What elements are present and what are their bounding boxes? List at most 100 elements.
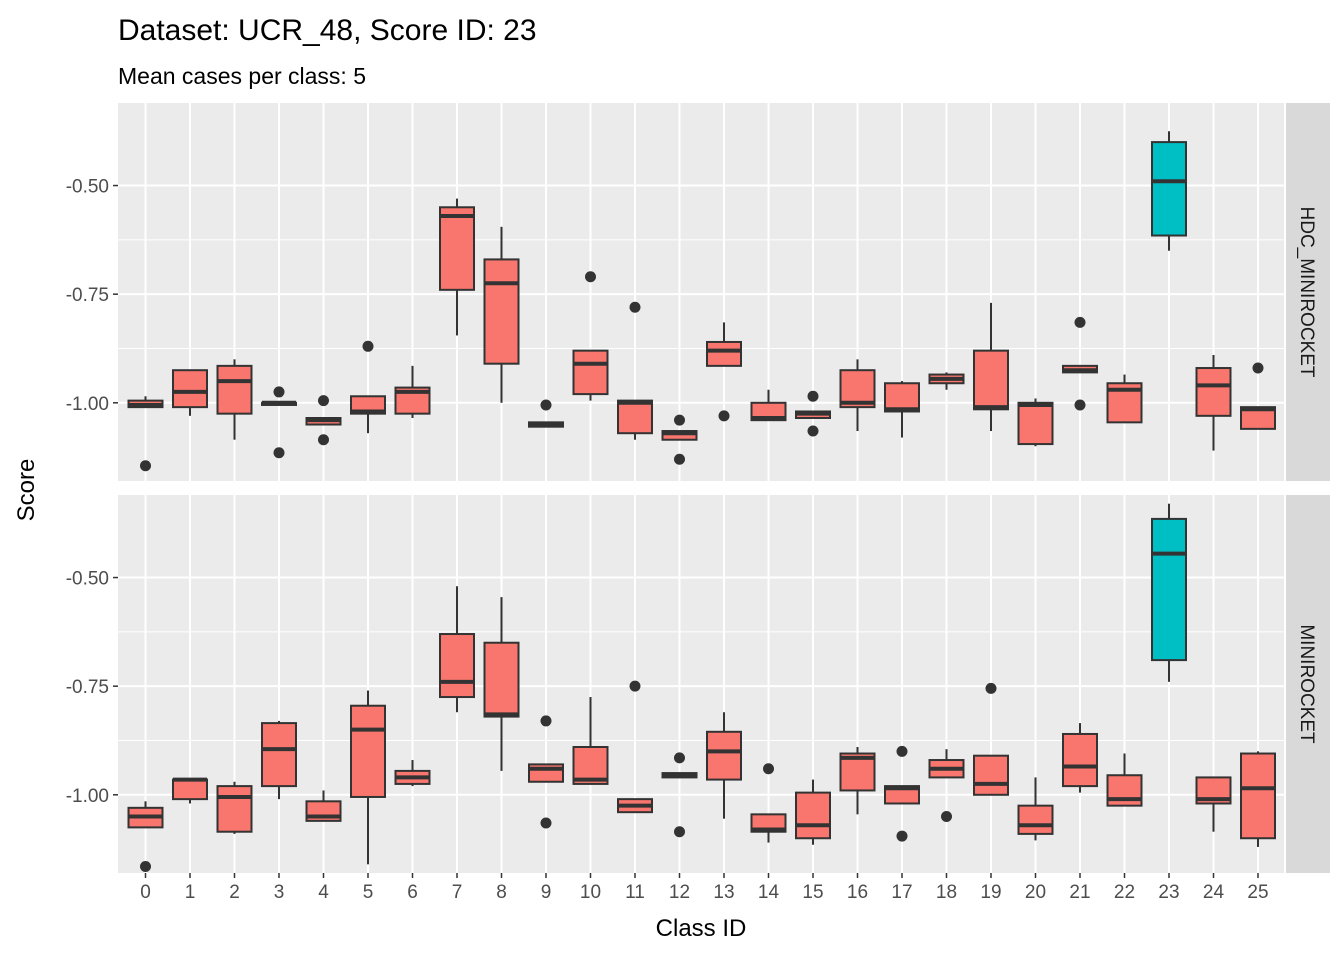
outlier-point — [674, 826, 685, 838]
outlier-point — [629, 680, 641, 692]
panel-background — [118, 495, 1284, 873]
box-class-25 — [1240, 751, 1276, 847]
box-class-21 — [1062, 316, 1098, 411]
outlier-point — [273, 386, 285, 398]
box-iqr — [483, 641, 520, 718]
box-class-6 — [394, 365, 431, 418]
box-class-16 — [839, 747, 876, 815]
box-class-13 — [706, 322, 742, 422]
box-class-9 — [528, 715, 564, 829]
box-class-14 — [750, 389, 787, 422]
outlier-point — [629, 301, 641, 313]
x-tick-label: 14 — [758, 882, 780, 903]
x-tick-label: 2 — [229, 882, 240, 903]
panel-background — [118, 103, 1284, 481]
x-tick-label: 4 — [318, 882, 329, 903]
box-iqr — [572, 349, 609, 396]
box-class-19 — [973, 302, 1009, 432]
x-tick-label: 3 — [274, 882, 285, 903]
box-class-0 — [127, 396, 164, 472]
facet-panels: -0.50-0.75-1.00HDC_MINIROCKET-0.50-0.75-… — [66, 103, 1330, 873]
box-iqr — [706, 340, 742, 367]
outlier-point — [896, 745, 908, 757]
box-iqr — [261, 722, 297, 788]
box-iqr — [216, 364, 253, 415]
box-iqr — [706, 730, 742, 781]
box-iqr — [1017, 401, 1054, 446]
facet-panel-minirocket: -0.50 -0.75 -1.00 MINIROCKET — [66, 495, 1330, 873]
chart-title: Dataset: UCR_48, Score ID: 23 — [118, 14, 537, 47]
box-class-1 — [172, 777, 208, 804]
box-class-0 — [127, 801, 164, 872]
box-class-5 — [350, 340, 386, 434]
x-tick-label: 0 — [140, 882, 151, 903]
y-tick-label: -0.75 — [66, 677, 109, 698]
box-class-25 — [1240, 362, 1276, 430]
box-iqr — [1240, 406, 1276, 430]
outlier-point — [674, 752, 685, 764]
box-iqr — [1017, 804, 1054, 835]
box-iqr — [439, 633, 475, 699]
box-iqr — [884, 785, 920, 805]
outlier-point — [540, 817, 552, 829]
box-class-15 — [795, 390, 831, 437]
box-class-12 — [661, 752, 698, 838]
outlier-point — [896, 830, 908, 842]
x-tick-label: 6 — [407, 882, 418, 903]
box-iqr — [1240, 752, 1276, 840]
facet-strip — [1286, 495, 1330, 873]
x-tick-label: 17 — [891, 882, 912, 903]
box-iqr — [350, 704, 386, 798]
chart-subtitle: Mean cases per class: 5 — [118, 63, 366, 89]
box-iqr — [973, 349, 1009, 411]
outlier-point — [718, 410, 730, 422]
y-tick-label: -1.00 — [66, 786, 109, 807]
x-tick-label: 11 — [625, 882, 645, 903]
box-class-19 — [973, 682, 1009, 796]
x-tick-label: 13 — [713, 882, 734, 903]
x-tick-label: 21 — [1069, 882, 1090, 903]
y-tick-label: -0.75 — [66, 285, 109, 306]
x-tick-label: 9 — [541, 882, 552, 903]
box-class-3 — [261, 386, 297, 459]
box-class-20 — [1017, 777, 1054, 841]
box-iqr — [350, 395, 386, 415]
box-class-24 — [1195, 355, 1232, 451]
box-class-20 — [1017, 398, 1054, 447]
box-iqr — [1062, 732, 1098, 788]
box-class-7 — [439, 586, 475, 713]
facet-strip-label: MINIROCKET — [1296, 624, 1317, 744]
box-iqr — [172, 778, 208, 801]
box-class-8 — [483, 597, 520, 771]
box-class-23 — [1151, 503, 1187, 682]
box-class-24 — [1195, 776, 1232, 832]
x-tick-label: 7 — [452, 882, 463, 903]
x-axis-title: Class ID — [656, 915, 747, 942]
box-iqr — [1151, 141, 1187, 237]
box-class-17 — [884, 381, 920, 438]
facet-strip-label: HDC_MINIROCKET — [1296, 206, 1317, 377]
outlier-point — [674, 414, 685, 426]
box-class-2 — [216, 359, 253, 440]
box-iqr — [216, 785, 253, 833]
box-class-11 — [617, 301, 653, 440]
box-iqr — [750, 813, 787, 833]
box-iqr — [1195, 367, 1232, 417]
box-class-18 — [928, 749, 965, 823]
box-iqr — [1151, 517, 1187, 662]
box-class-7 — [439, 198, 475, 336]
box-class-4 — [305, 790, 342, 822]
x-tick-label: 19 — [980, 882, 1001, 903]
box-class-22 — [1106, 374, 1143, 424]
box-iqr — [750, 401, 787, 422]
outlier-point — [763, 763, 774, 775]
box-class-12 — [661, 414, 698, 465]
outlier-point — [674, 453, 685, 465]
box-class-4 — [305, 395, 342, 446]
outlier-point — [318, 434, 329, 446]
box-class-15 — [795, 779, 831, 845]
x-tick-label: 10 — [580, 882, 601, 903]
box-iqr — [439, 206, 475, 291]
x-tick-label: 22 — [1114, 882, 1135, 903]
box-class-17 — [884, 745, 920, 842]
